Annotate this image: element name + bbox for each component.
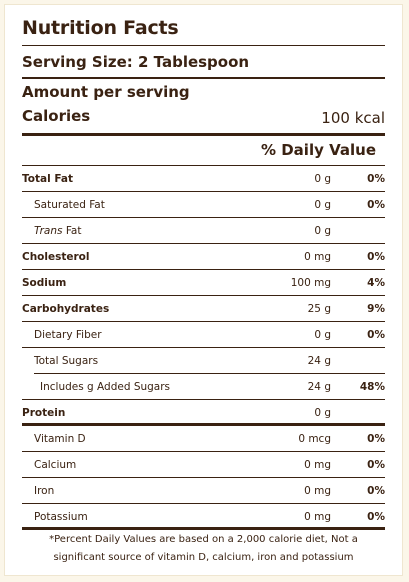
divider: [22, 45, 385, 46]
nutrient-row-saturated-fat: Saturated Fat 0 g 0%: [22, 192, 385, 218]
nutrient-name: Vitamin D: [34, 433, 86, 445]
nutrient-amount: 0 mcg: [298, 433, 331, 445]
divider: [22, 77, 385, 79]
nutrient-amount: 0 g: [314, 407, 331, 419]
nutrient-name: Cholesterol: [22, 251, 90, 263]
nutrient-daily-value: 0%: [367, 485, 385, 497]
nutrient-name: Total Fat: [22, 173, 74, 185]
row-divider-thick: [22, 423, 385, 426]
row-divider: [22, 477, 385, 478]
nutrient-row-carbohydrates: Carbohydrates 25 g 9%: [22, 296, 385, 322]
divider-thick: [22, 133, 385, 136]
nutrient-daily-value: 0%: [367, 433, 385, 445]
nutrient-daily-value: 0%: [367, 459, 385, 471]
nutrient-name: Iron: [34, 485, 55, 497]
nutrient-row-vitamin-d: Vitamin D 0 mcg 0%: [22, 426, 385, 452]
row-divider: [22, 295, 385, 296]
divider: [22, 165, 385, 166]
row-divider: [22, 243, 385, 244]
nutrient-row-cholesterol: Cholesterol 0 mg 0%: [22, 244, 385, 270]
nutrient-name: Potassium: [34, 511, 88, 523]
nutrient-daily-value: 0%: [367, 199, 385, 211]
nutrient-daily-value: 0%: [367, 329, 385, 341]
nutrient-row-calcium: Calcium 0 mg 0%: [22, 452, 385, 478]
label-title: Nutrition Facts: [22, 17, 179, 39]
nutrient-amount: 100 mg: [290, 277, 331, 289]
nutrient-row-potassium: Potassium 0 mg 0%: [22, 504, 385, 530]
nutrient-name-rest: Fat: [62, 225, 82, 237]
nutrient-name: Protein: [22, 407, 66, 419]
footnote-line: significant source of vitamin D, calcium…: [53, 552, 354, 563]
nutrient-amount: 0 mg: [304, 511, 331, 523]
nutrient-amount: 24 g: [307, 381, 331, 393]
nutrient-amount: 25 g: [307, 303, 331, 315]
row-divider: [22, 347, 385, 348]
footnote-line: *Percent Daily Values are based on a 2,0…: [49, 534, 358, 545]
nutrient-name: Calcium: [34, 459, 77, 471]
nutrient-daily-value: 0%: [367, 511, 385, 523]
serving-size: Serving Size: 2 Tablespoon: [22, 53, 250, 71]
nutrient-name: Saturated Fat: [34, 199, 105, 211]
row-divider: [22, 451, 385, 452]
nutrient-name: Includes g Added Sugars: [40, 381, 171, 393]
row-divider: [22, 503, 385, 504]
row-divider: [22, 321, 385, 322]
nutrient-row-sodium: Sodium 100 mg 4%: [22, 270, 385, 296]
row-divider: [22, 399, 385, 400]
nutrient-row-dietary-fiber: Dietary Fiber 0 g 0%: [22, 322, 385, 348]
nutrient-name: Dietary Fiber: [34, 329, 102, 341]
nutrient-amount: 24 g: [307, 355, 331, 367]
nutrient-daily-value: 0%: [367, 251, 385, 263]
row-divider: [22, 217, 385, 218]
nutrient-daily-value: 48%: [359, 381, 385, 393]
nutrient-row-protein: Protein 0 g: [22, 400, 385, 426]
nutrient-name-italic: Trans: [34, 225, 63, 237]
nutrient-row-added-sugars: Includes g Added Sugars 24 g 48%: [22, 374, 385, 400]
nutrient-daily-value: 0%: [367, 173, 385, 185]
nutrient-daily-value: 9%: [367, 303, 385, 315]
nutrient-amount: 0 mg: [304, 459, 331, 471]
row-divider: [22, 269, 385, 270]
nutrient-amount: 0 g: [314, 225, 331, 237]
nutrient-name: Carbohydrates: [22, 303, 110, 315]
nutrient-name: Trans Fat: [34, 225, 81, 237]
nutrient-amount: 0 g: [314, 329, 331, 341]
nutrient-row-total-fat: Total Fat 0 g 0%: [22, 166, 385, 192]
nutrient-daily-value: 4%: [367, 277, 385, 289]
nutrient-amount: 0 mg: [304, 485, 331, 497]
amount-per-serving: Amount per serving: [22, 83, 190, 101]
daily-value-header: % Daily Value: [260, 141, 376, 159]
nutrient-row-iron: Iron 0 mg 0%: [22, 478, 385, 504]
nutrient-name: Total Sugars: [34, 355, 99, 367]
row-divider: [34, 373, 385, 374]
nutrient-amount: 0 mg: [304, 251, 331, 263]
row-divider: [22, 191, 385, 192]
nutrition-facts-panel: Nutrition Facts Serving Size: 2 Tablespo…: [4, 4, 403, 576]
nutrient-name: Sodium: [22, 277, 67, 289]
calories-label: Calories: [22, 107, 91, 125]
footnote: *Percent Daily Values are based on a 2,0…: [22, 531, 385, 567]
row-divider-thick: [22, 527, 385, 530]
nutrient-row-total-sugars: Total Sugars 24 g: [22, 348, 385, 374]
nutrient-amount: 0 g: [314, 199, 331, 211]
calories-value: 100 kcal: [321, 109, 385, 127]
nutrient-amount: 0 g: [314, 173, 331, 185]
nutrient-row-trans-fat: Trans Fat 0 g: [22, 218, 385, 244]
